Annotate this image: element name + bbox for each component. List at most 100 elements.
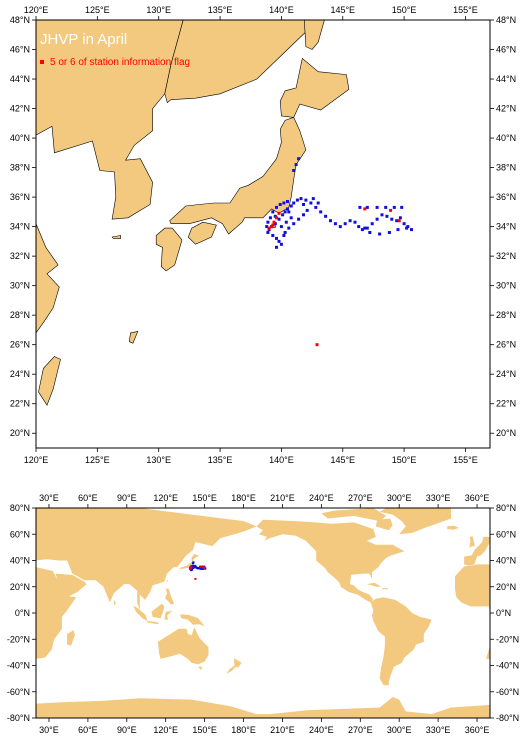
world-track-point-78 (191, 567, 193, 570)
lon-tick-label-bottom: 360°E (465, 725, 490, 735)
world-land-japan (178, 553, 199, 573)
track-point-56 (275, 236, 278, 240)
world-land-antarctica (36, 697, 490, 718)
world-land-taiwan (166, 579, 169, 584)
land-shikoku (187, 221, 217, 245)
world-land-tasmania (198, 666, 203, 671)
bottom-map-ticks: 30°E 30°E 60°E 60°E 90°E 90°E 120°E 120°E 150°E 1… (7, 493, 519, 735)
lat-tick-label-left: 20°N (10, 428, 30, 438)
lon-tick-label-top: 140°E (269, 5, 294, 15)
lat-tick-label-left: 20°N (10, 582, 30, 592)
lon-tick-label-top: 125°E (85, 5, 110, 15)
track-point-30 (395, 219, 399, 223)
flag-point-7 (389, 208, 393, 212)
lon-tick-label-bottom: 270°E (348, 725, 373, 735)
lat-tick-label-left: 30°N (10, 281, 30, 291)
flag-point-8 (397, 219, 401, 223)
lon-tick-label-top: 360°E (465, 493, 490, 503)
track-point-38 (375, 205, 379, 209)
world-land-java (146, 620, 159, 625)
world-flag-point-6 (199, 565, 202, 568)
world-land-australia (157, 627, 209, 665)
world-land-cuba (366, 582, 381, 587)
track-point-6 (286, 207, 289, 211)
track-point-9 (295, 198, 299, 202)
land-kyushu (155, 227, 183, 272)
track-point-18 (338, 225, 342, 229)
track-point-45 (396, 228, 400, 232)
lat-tick-label-left: -60°N (7, 687, 30, 697)
lon-tick-label-bottom: 140°E (269, 455, 294, 465)
world-land-eurasia (36, 508, 257, 611)
lat-tick-label-right: 38°N (496, 163, 516, 173)
land-mainland-asia (35, 19, 184, 220)
lon-tick-label-top: 155°E (453, 5, 478, 15)
lat-tick-label-right: 80°N (496, 503, 516, 513)
land-china-coast (35, 223, 60, 334)
lon-tick-label-top: 240°E (309, 493, 334, 503)
lat-tick-label-right: -20°N (496, 634, 519, 644)
top-map-land (35, 19, 350, 406)
lon-tick-label-bottom: 120°E (24, 455, 49, 465)
lon-tick-label-top: 30°E (39, 493, 59, 503)
lon-tick-label-bottom: 210°E (270, 725, 295, 735)
lat-tick-label-right: 30°N (496, 281, 516, 291)
flag-point-5 (271, 223, 275, 227)
lat-tick-label-right: -80°N (496, 713, 519, 723)
track-point-20 (348, 219, 352, 223)
lat-tick-label-left: 44°N (10, 74, 30, 84)
track-point-46 (405, 226, 409, 230)
world-land-philippines (165, 588, 175, 605)
flag-point-3 (277, 211, 281, 215)
lat-tick-label-left: 40°N (10, 556, 30, 566)
lon-tick-label-bottom: 30°E (39, 725, 59, 735)
lon-tick-label-top: 130°E (146, 5, 171, 15)
track-point-73 (311, 197, 315, 201)
lat-tick-label-right: 26°N (496, 340, 516, 350)
world-track-point-69 (192, 561, 195, 564)
lon-tick-label-top: 60°E (78, 493, 98, 503)
world-land-hispaniola (381, 588, 389, 590)
world-land-sri-lanka (113, 600, 117, 606)
bottom-map-world: 30°E 30°E 60°E 60°E 90°E 90°E 120°E 120°E 150°E 1… (7, 493, 519, 735)
world-flag-point-5 (189, 567, 192, 570)
lon-tick-label-bottom: 125°E (85, 455, 110, 465)
track-point-36 (392, 205, 396, 209)
lat-tick-label-left: 32°N (10, 251, 30, 261)
track-point-3 (277, 217, 281, 221)
legend-label: 5 or 6 of station information flag (50, 57, 190, 68)
lat-tick-label-left: 36°N (10, 192, 30, 202)
track-point-59 (282, 234, 286, 237)
lon-tick-label-bottom: 150°E (192, 725, 217, 735)
flag-point-9 (315, 343, 319, 347)
lat-tick-label-right: 48°N (496, 15, 516, 25)
world-land-new-guinea (180, 614, 205, 627)
world-track-point-38 (200, 565, 203, 568)
track-point-41 (363, 226, 367, 230)
track-point-54 (266, 231, 270, 234)
track-point-47 (268, 216, 272, 220)
lat-tick-label-right: 28°N (496, 310, 516, 320)
lat-tick-label-right: 40°N (496, 556, 516, 566)
track-point-32 (402, 222, 406, 226)
lon-tick-label-bottom: 330°E (426, 725, 451, 735)
track-point-69 (297, 157, 301, 161)
lon-tick-label-bottom: 90°E (117, 725, 137, 735)
world-land-arabia (55, 573, 87, 598)
lon-tick-label-top: 90°E (117, 493, 137, 503)
lon-tick-label-bottom: 155°E (453, 455, 478, 465)
track-point-31 (398, 216, 402, 220)
world-land-canada-islands (321, 508, 387, 522)
track-point-65 (289, 216, 293, 220)
lon-tick-label-top: 120°E (153, 493, 178, 503)
lat-tick-label-left: 28°N (10, 310, 30, 320)
track-point-34 (410, 228, 413, 232)
track-point-8 (292, 201, 296, 205)
lon-tick-label-bottom: 180°E (231, 725, 256, 735)
track-point-42 (368, 231, 372, 234)
world-land-south-america (370, 597, 432, 686)
lon-tick-label-top: 180°E (231, 493, 256, 503)
land-okinawa (128, 330, 139, 344)
world-track-point-74 (194, 565, 197, 568)
